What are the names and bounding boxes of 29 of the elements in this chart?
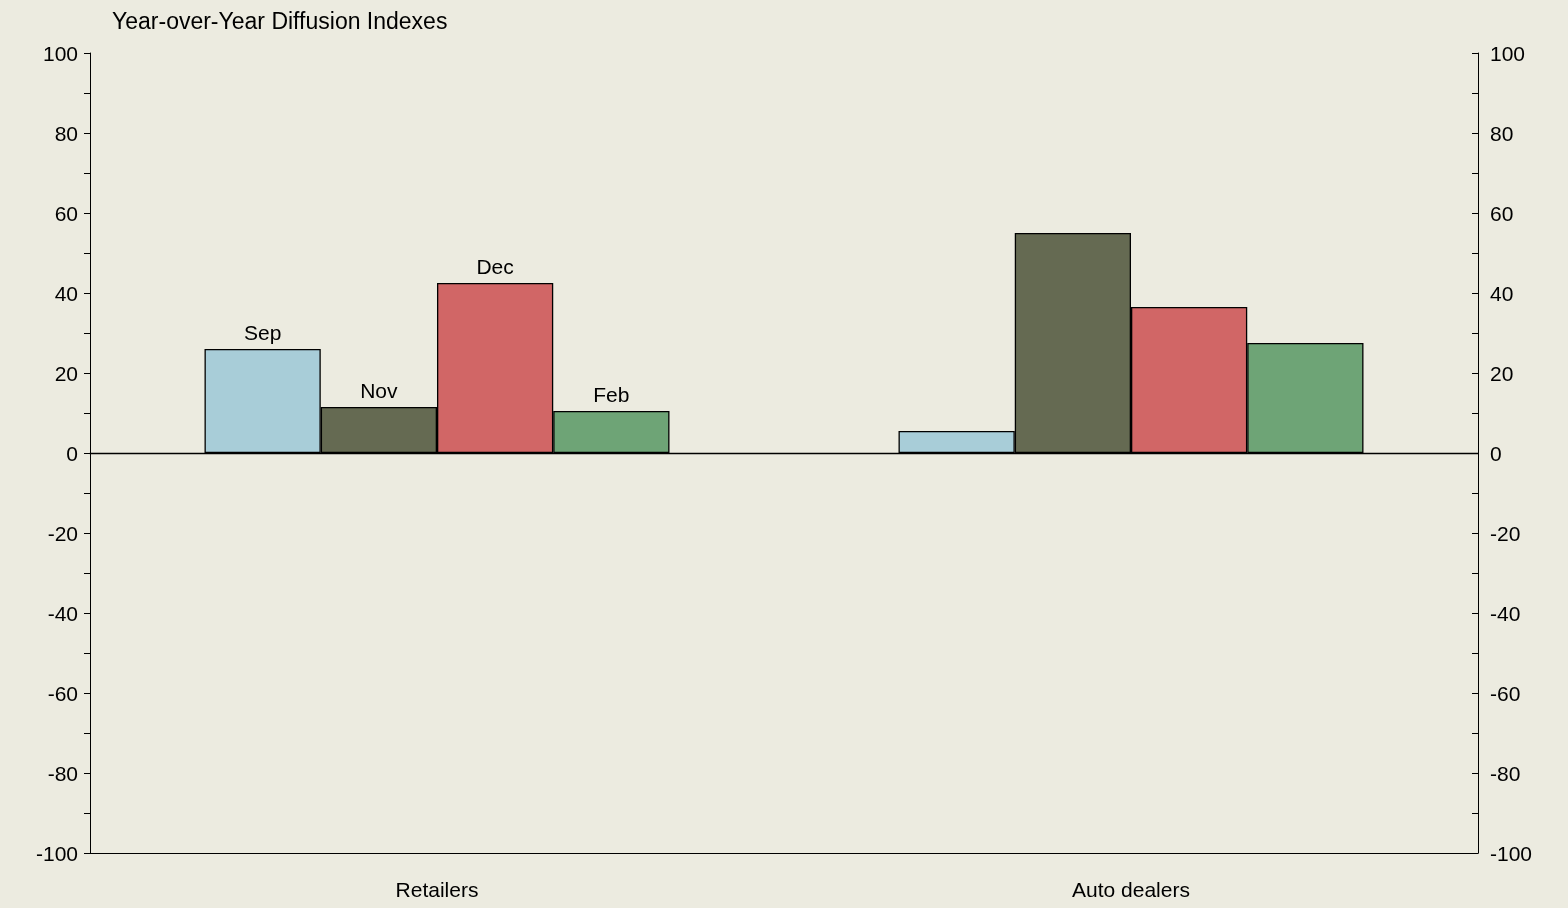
- y-tick-label: -60: [47, 681, 78, 705]
- y-tick-label: 40: [54, 281, 78, 305]
- y-tick-label: 80: [54, 121, 78, 145]
- series-label: Feb: [593, 383, 630, 406]
- y2-tick-label: 40: [1490, 281, 1514, 305]
- y-tick-label: -100: [35, 841, 78, 865]
- y-tick-label: -80: [47, 761, 78, 785]
- y-tick-label: 100: [42, 41, 78, 65]
- y2-tick-label: 60: [1490, 201, 1514, 225]
- series-label: Nov: [360, 379, 399, 402]
- y2-tick-label: 0: [1490, 441, 1502, 465]
- y-tick-label: -40: [47, 601, 78, 625]
- y-tick-label: -20: [47, 521, 78, 545]
- y-tick-label: 20: [54, 361, 78, 385]
- y2-tick-label: -100: [1490, 841, 1533, 865]
- series-label: Dec: [476, 255, 514, 278]
- y2-tick-label: 80: [1490, 121, 1514, 145]
- y2-tick-label: -20: [1490, 521, 1521, 545]
- chart-title: Year-over-Year Diffusion Indexes: [112, 7, 448, 34]
- x-tick-label: Auto dealers: [1072, 878, 1190, 901]
- y-tick-label: 60: [54, 201, 78, 225]
- y-tick-label: 0: [66, 441, 78, 465]
- y2-tick-label: -60: [1490, 681, 1521, 705]
- y2-tick-label: 20: [1490, 361, 1514, 385]
- y2-tick-label: -40: [1490, 601, 1521, 625]
- y2-tick-label: -80: [1490, 761, 1521, 785]
- y2-tick-label: 100: [1490, 41, 1526, 65]
- series-label: Sep: [243, 321, 282, 344]
- x-tick-label: Retailers: [395, 878, 479, 901]
